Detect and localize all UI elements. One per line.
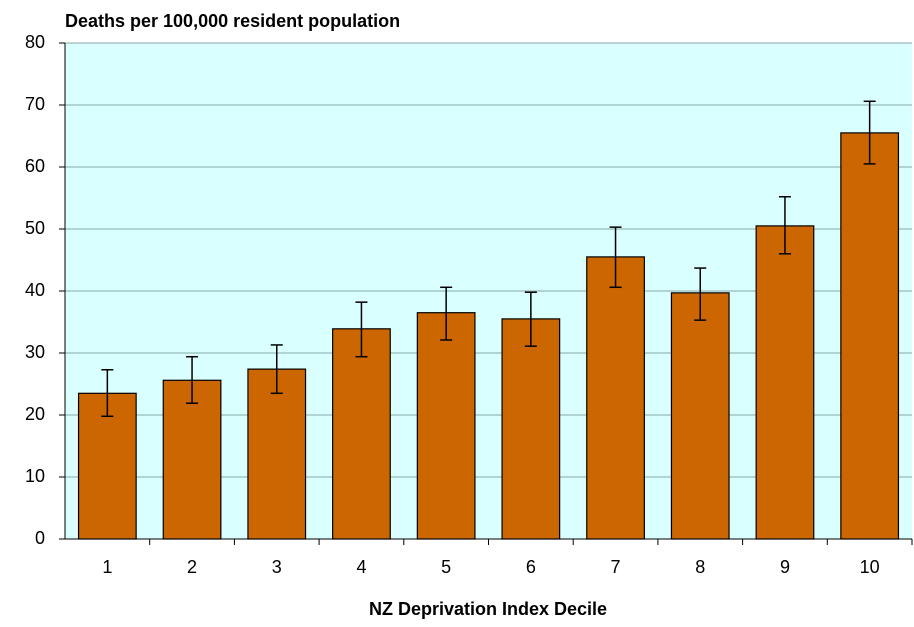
y-tick-label: 40 <box>25 280 45 300</box>
x-tick-label: 8 <box>695 557 705 577</box>
y-tick-label: 50 <box>25 218 45 238</box>
y-tick-label: 10 <box>25 466 45 486</box>
bar <box>332 328 391 540</box>
x-tick-label: 4 <box>356 557 366 577</box>
chart-title: Deaths per 100,000 resident population <box>65 11 400 31</box>
bar <box>670 292 730 540</box>
x-tick-label: 1 <box>102 557 112 577</box>
x-tick-label: 10 <box>860 557 880 577</box>
bar <box>755 225 815 540</box>
y-tick-label: 0 <box>35 528 45 548</box>
x-tick-label: 7 <box>611 557 621 577</box>
bar <box>247 368 307 540</box>
bar <box>416 312 476 540</box>
x-tick-label: 3 <box>272 557 282 577</box>
bar <box>162 379 222 540</box>
x-tick-label: 5 <box>441 557 451 577</box>
bar <box>586 256 645 540</box>
y-tick-label: 60 <box>25 156 45 176</box>
bar <box>77 392 137 540</box>
y-tick-label: 70 <box>25 94 45 114</box>
bar <box>840 132 900 540</box>
x-tick-label: 9 <box>780 557 790 577</box>
x-tick-label: 6 <box>526 557 536 577</box>
y-tick-label: 20 <box>25 404 45 424</box>
bar <box>501 318 561 540</box>
y-tick-label: 30 <box>25 342 45 362</box>
x-tick-label: 2 <box>187 557 197 577</box>
y-tick-label: 80 <box>25 32 45 52</box>
x-axis-label: NZ Deprivation Index Decile <box>369 599 607 619</box>
